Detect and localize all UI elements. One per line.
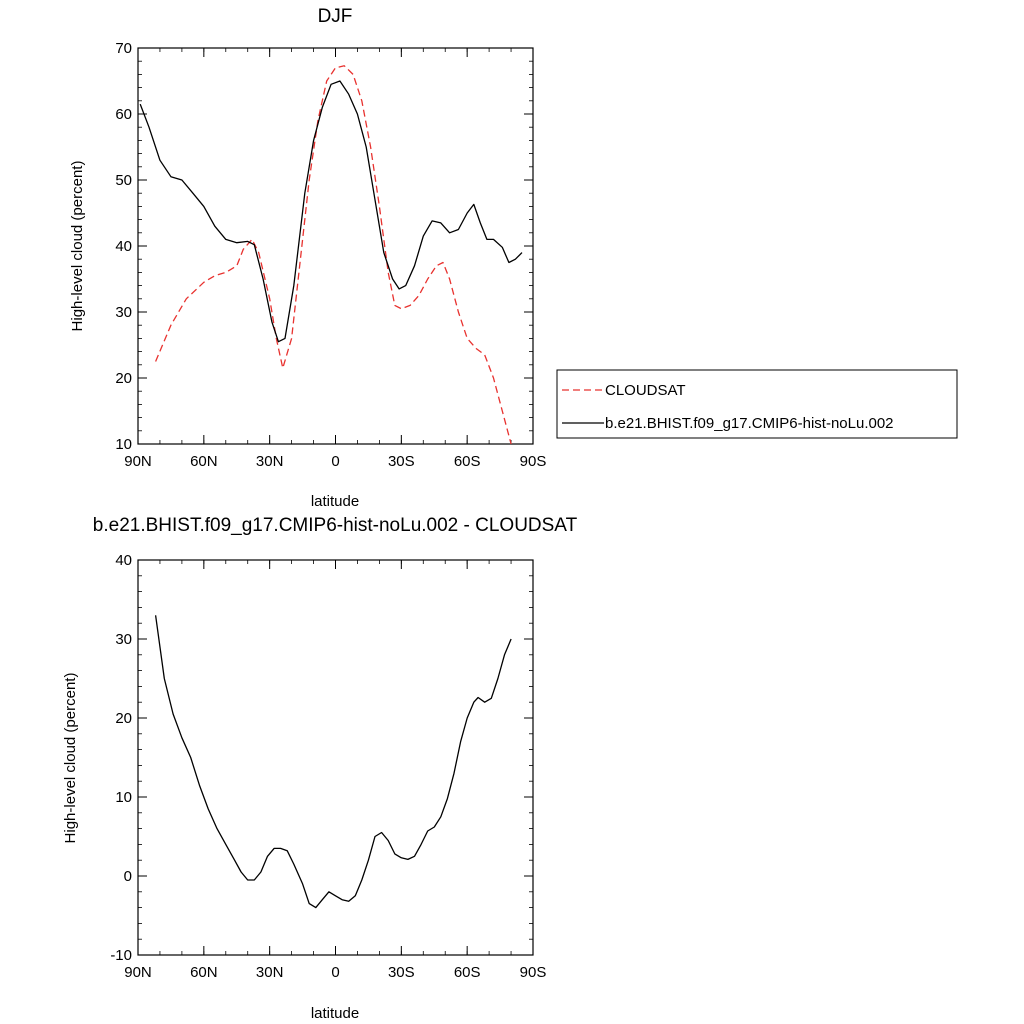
bottom-x-tick-label: 60N [190,964,218,981]
legend-label-model: b.e21.BHIST.f09_g17.CMIP6-hist-noLu.002 [605,415,894,432]
legend: CLOUDSAT b.e21.BHIST.f09_g17.CMIP6-hist-… [556,369,958,439]
top-panel: DJF 10 20 30 40 50 60 70 90N 60N 30N 0 30S 60S 90S l… [69,6,546,510]
bottom-y-tick-label: 30 [115,631,132,648]
top-y-axis-label: High-level cloud (percent) [69,161,86,332]
bottom-panel: b.e21.BHIST.f09_g17.CMIP6-hist-noLu.002 … [62,515,578,1022]
bottom-x-tick-label: 30N [256,964,284,981]
legend-label-cloudsat: CLOUDSAT [605,382,686,399]
bottom-x-axis-label: latitude [311,1005,359,1022]
top-minor-ticks [137,47,534,445]
top-x-tick-label: 30S [388,453,415,470]
top-y-tick-label: 60 [115,106,132,123]
bottom-x-tick-label: 90S [520,964,547,981]
top-plot-frame [137,47,534,445]
bottom-y-tick-label: 10 [115,789,132,806]
top-x-tick-label: 30N [256,453,284,470]
top-y-tick-label: 20 [115,370,132,387]
top-y-tick-label: 40 [115,238,132,255]
top-series-lines [139,65,523,445]
top-chart-title: DJF [318,6,353,27]
top-y-tick-label: 30 [115,304,132,321]
top-x-tick-label: 60N [190,453,218,470]
top-x-tick-label: 90N [124,453,152,470]
top-y-tick-label: 10 [115,436,132,453]
top-x-tick-label: 90S [520,453,547,470]
bottom-x-tick-label: 0 [331,964,339,981]
top-x-ticks: 90N 60N 30N 0 30S 60S 90S [124,48,546,470]
bottom-x-ticks: 90N 60N 30N 0 30S 60S 90S [124,560,546,981]
bottom-x-tick-label: 90N [124,964,152,981]
top-series-line-1 [139,80,523,343]
top-x-tick-label: 60S [454,453,481,470]
top-y-tick-label: 70 [115,40,132,57]
bottom-chart-title: b.e21.BHIST.f09_g17.CMIP6-hist-noLu.002 … [93,515,578,536]
bottom-y-tick-label: -10 [110,947,132,964]
bottom-y-tick-label: 40 [115,552,132,569]
bottom-y-ticks: -10 0 10 20 30 40 [110,552,533,964]
bottom-x-tick-label: 30S [388,964,415,981]
top-y-tick-label: 50 [115,172,132,189]
bottom-y-axis-label: High-level cloud (percent) [62,673,79,844]
top-series-line-0 [155,65,512,445]
bottom-series-lines [154,615,512,909]
top-y-ticks: 10 20 30 40 50 60 70 [115,40,533,453]
bottom-y-tick-label: 0 [124,868,132,885]
bottom-y-tick-label: 20 [115,710,132,727]
bottom-x-tick-label: 60S [454,964,481,981]
bottom-series-line-0 [154,615,512,909]
legend-box [556,369,958,439]
top-x-axis-label: latitude [311,493,359,510]
top-x-tick-label: 0 [331,453,339,470]
